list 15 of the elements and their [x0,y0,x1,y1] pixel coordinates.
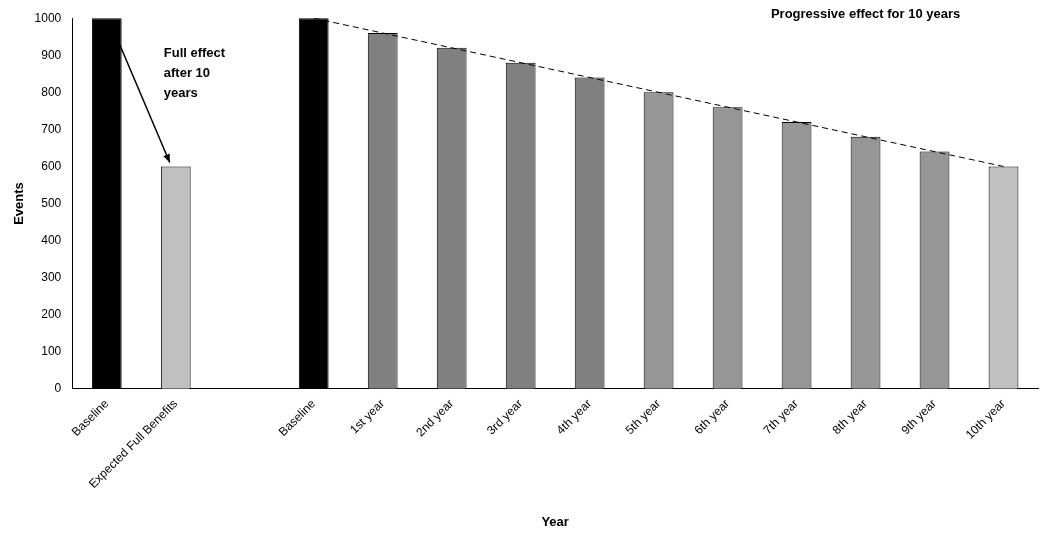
y-tick-label: 200 [41,306,62,321]
y-tick-label: 500 [41,195,62,210]
y-tick-label: 300 [41,269,62,284]
y-tick-label: 800 [41,84,62,99]
y-tick-label: 100 [41,344,62,359]
y-tick-label: 0 [54,381,62,396]
x-axis-title: Year [541,513,569,529]
y-tick-label: 400 [41,232,62,247]
y-tick-label: 1000 [34,10,62,25]
annotation: Progressive effect for 10 years [770,6,961,22]
y-tick-label: 700 [41,121,62,136]
y-tick-label: 600 [41,158,62,173]
y-tick-label: 900 [41,47,62,62]
annotation: Full effect after 10 years [163,44,226,100]
y-axis-title: Events [11,182,27,225]
